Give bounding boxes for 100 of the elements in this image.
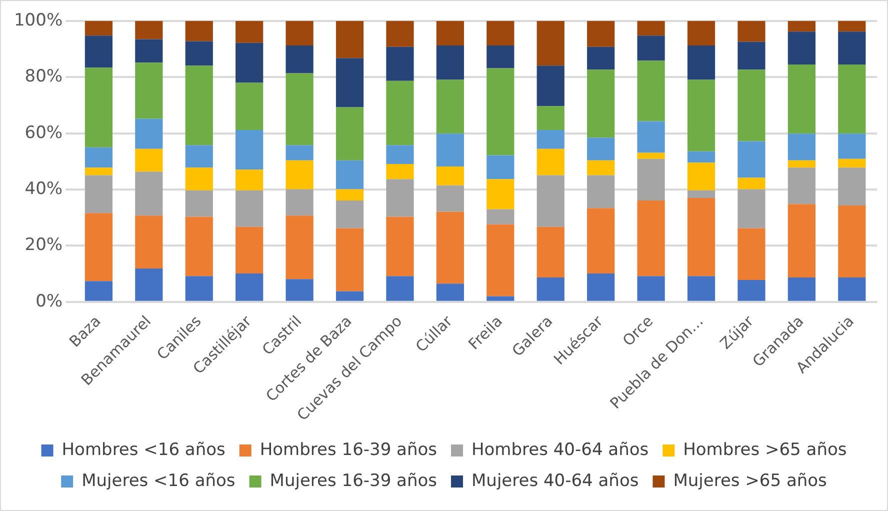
bar — [84, 68, 113, 148]
bar — [738, 189, 766, 228]
bar — [386, 21, 414, 47]
bar — [587, 208, 615, 274]
legend-label: Hombres 40-64 años — [472, 440, 649, 460]
bar — [336, 200, 364, 228]
bar — [185, 190, 213, 217]
bar — [788, 64, 816, 134]
bar — [236, 226, 264, 274]
bar — [336, 189, 364, 200]
bar — [236, 274, 264, 301]
bar — [788, 134, 816, 160]
bar — [336, 58, 364, 108]
bar — [788, 204, 816, 278]
bar — [185, 276, 213, 301]
bar — [386, 80, 414, 146]
bar — [236, 42, 264, 83]
bar — [687, 162, 716, 190]
y-tick-label: 60% — [24, 122, 63, 143]
bar — [185, 168, 213, 190]
bar — [738, 141, 766, 178]
bar — [436, 212, 464, 284]
bar — [84, 175, 113, 214]
bar — [838, 206, 866, 278]
bar — [486, 224, 514, 296]
bar — [788, 277, 816, 301]
bar — [236, 130, 264, 170]
bar — [788, 21, 816, 32]
bar — [536, 148, 564, 176]
bar — [286, 216, 314, 280]
bar — [486, 179, 514, 210]
bar — [286, 160, 314, 190]
bar — [486, 21, 514, 46]
bar — [738, 21, 766, 42]
y-tick-label: 100% — [14, 10, 63, 30]
bar — [336, 21, 364, 58]
legend-label: Hombres >65 años — [683, 440, 847, 460]
bar — [436, 45, 464, 80]
legend-label: Hombres 16-39 años — [260, 440, 438, 460]
bar — [436, 80, 464, 134]
bar — [687, 190, 716, 198]
bar — [336, 291, 364, 301]
bar — [637, 36, 665, 61]
bar — [587, 46, 615, 70]
bar — [84, 281, 113, 301]
bar — [637, 200, 665, 276]
bar — [386, 145, 414, 164]
bar — [587, 160, 615, 176]
bar — [738, 280, 766, 301]
bar — [84, 168, 113, 176]
bar — [286, 21, 314, 46]
legend-label: Hombres <16 años — [62, 440, 226, 460]
bar — [788, 32, 816, 65]
bar — [84, 147, 113, 168]
bar — [536, 21, 564, 66]
bar — [386, 216, 414, 276]
bar — [135, 118, 163, 149]
bar — [135, 21, 163, 40]
bar — [738, 70, 766, 142]
bar — [687, 45, 716, 80]
y-tick-label: 80% — [24, 66, 63, 87]
bar — [236, 21, 264, 43]
bar — [637, 158, 665, 200]
bar — [536, 277, 564, 301]
bar — [436, 185, 464, 212]
legend-label: Mujeres >65 años — [673, 470, 828, 491]
bar — [788, 160, 816, 168]
bar — [84, 36, 113, 68]
bar — [687, 198, 716, 276]
bar — [286, 279, 314, 301]
bar — [838, 277, 866, 301]
bar — [536, 106, 564, 130]
bar — [486, 45, 514, 68]
legend-label: Mujeres <16 años — [82, 470, 236, 491]
bar — [436, 166, 464, 186]
bar — [687, 151, 716, 163]
bar — [386, 46, 414, 81]
bar — [536, 66, 564, 106]
bar — [436, 284, 464, 301]
bar — [587, 70, 615, 138]
bar — [486, 68, 514, 156]
bar — [386, 276, 414, 301]
bar — [838, 134, 866, 159]
bar — [838, 158, 866, 168]
bar — [637, 276, 665, 301]
bar — [587, 138, 615, 160]
bar — [436, 21, 464, 46]
bar — [637, 21, 665, 36]
bar — [185, 41, 213, 66]
bar — [486, 209, 514, 224]
bar — [286, 145, 314, 160]
bar — [135, 216, 163, 268]
bar — [185, 145, 213, 168]
bar — [687, 80, 716, 152]
bar — [236, 190, 264, 227]
bar — [135, 268, 163, 301]
bar — [135, 148, 163, 172]
bar — [536, 226, 564, 278]
bar — [587, 21, 615, 47]
bar — [236, 82, 264, 130]
